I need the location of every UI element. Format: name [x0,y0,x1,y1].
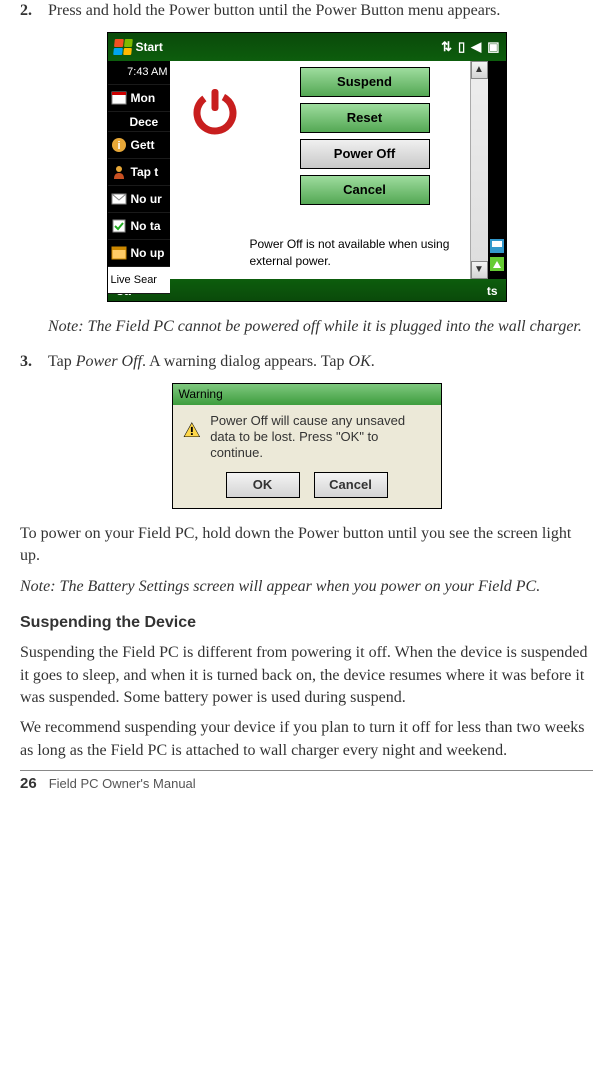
page-footer: 26 Field PC Owner's Manual [20,770,593,794]
step-3: 3. Tap Power Off. A warning dialog appea… [20,351,593,373]
note-text: Note: The Field PC cannot be powered off… [48,316,593,338]
strip-row-getting-started: i Gett [108,132,170,159]
cancel-button[interactable]: Cancel [300,175,430,205]
windows-logo-icon [113,39,133,55]
owner-icon [111,164,127,180]
calendar-appt-icon [111,245,127,261]
reset-button[interactable]: Reset [300,103,430,133]
power-off-button[interactable]: Power Off [300,139,430,169]
signal-icon[interactable]: ▯ [458,38,465,56]
tasks-icon [111,218,127,234]
section-heading: Suspending the Device [20,612,593,634]
right-soft-key[interactable]: ts [487,283,498,297]
strip-label: No up [131,245,165,262]
strip-label: Dece [130,114,159,131]
calendar-icon [111,90,127,106]
paragraph: We recommend suspending your device if y… [20,717,593,762]
system-tray: ⇅ ▯ ◀ ▣ [441,38,499,56]
start-button[interactable]: Start [114,39,163,56]
paragraph-note: Note: The Battery Settings screen will a… [20,576,593,598]
battery-icon[interactable]: ▣ [487,38,499,56]
strip-row: No ta [108,213,170,240]
home-screen-strip: 7:43 AM Mon Dece i Gett Tap t No ur No t… [108,61,170,279]
dialog-buttons: OK Cancel [173,468,441,508]
scroll-up-icon[interactable]: ▲ [471,61,488,79]
text-em: OK [349,353,371,370]
step-text: Tap Power Off. A warning dialog appears.… [48,351,593,373]
screen-body: 7:43 AM Mon Dece i Gett Tap t No ur No t… [108,61,506,279]
step-2: 2. Press and hold the Power button until… [20,0,593,22]
strip-row: Tap t [108,159,170,186]
strip-row: No ur [108,186,170,213]
step-number: 3. [20,351,48,373]
taskbar: Start ⇅ ▯ ◀ ▣ [108,33,506,61]
cancel-button[interactable]: Cancel [314,472,388,498]
app-icon[interactable] [490,257,504,271]
page-number: 26 [20,773,37,794]
clock: 7:43 AM [108,61,170,85]
strip-label: No ur [131,191,162,208]
step-number: 2. [20,0,48,22]
scroll-down-icon[interactable]: ▼ [471,261,488,279]
suspend-button[interactable]: Suspend [300,67,430,97]
text: . A warning dialog appears. Tap [142,353,349,370]
strip-label: No ta [131,218,161,235]
message-icon [111,191,127,207]
warning-dialog: Warning Power Off will cause any unsaved… [172,383,442,509]
text-em: Power Off [76,353,142,370]
start-label: Start [136,39,163,56]
strip-label: Live Sear [111,273,157,288]
strip-label: Tap t [131,164,159,181]
svg-text:i: i [117,140,120,152]
right-edge-strip [488,61,506,279]
text: . [371,353,375,370]
step-text: Press and hold the Power button until th… [48,0,593,22]
text: Tap [48,353,76,370]
power-menu-popup: Suspend Reset Power Off Cancel Power Off… [170,61,470,279]
dialog-title: Warning [173,384,441,405]
power-menu-screenshot: Start ⇅ ▯ ◀ ▣ 7:43 AM Mon Dece i Gett Ta… [107,32,507,302]
strip-label: Gett [131,137,155,154]
strip-row: No up [108,240,170,267]
warning-icon [183,413,201,447]
strip-label: Mon [131,90,156,107]
speaker-icon[interactable]: ◀ [471,38,481,56]
paragraph: To power on your Field PC, hold down the… [20,523,593,568]
scrollbar[interactable]: ▲ ▼ [470,61,488,279]
power-icon [188,83,242,137]
popup-status-text: Power Off is not available when using ex… [250,236,460,270]
strip-row-date: Mon [108,85,170,112]
connectivity-icon[interactable]: ⇅ [441,38,452,56]
app-icon[interactable] [490,239,504,253]
paragraph: Suspending the Field PC is different fro… [20,642,593,709]
info-icon: i [111,137,127,153]
ok-button[interactable]: OK [226,472,300,498]
strip-row: Dece [108,112,170,132]
footer-title: Field PC Owner's Manual [49,775,196,793]
dialog-message: Power Off will cause any unsaved data to… [210,413,430,462]
power-menu-buttons: Suspend Reset Power Off Cancel [300,67,430,211]
strip-row-live-search: Live Sear [108,267,170,294]
